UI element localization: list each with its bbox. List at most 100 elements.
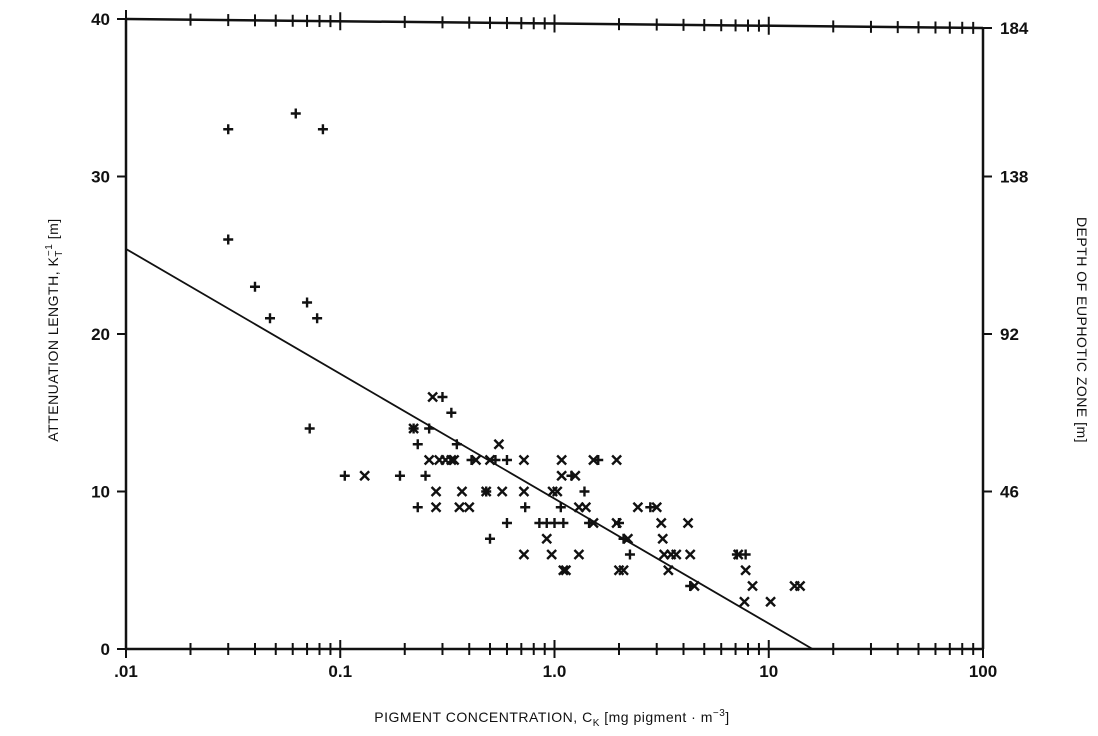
cross-marker-point: [682, 517, 694, 529]
y2-tick-label: 46: [1000, 483, 1019, 502]
cross-marker-point: [423, 454, 435, 466]
cross-marker-point: [445, 454, 457, 466]
cross-marker-point: [430, 501, 442, 513]
y-tick-label: 10: [91, 483, 110, 502]
y-tick-label: 0: [101, 640, 110, 659]
cross-marker-point: [740, 564, 751, 576]
cross-marker-point: [670, 549, 682, 560]
y2-tick-label: 92: [1000, 325, 1019, 344]
plus-marker-point: [412, 502, 423, 513]
plus-marker-point: [223, 234, 234, 245]
plus-marker-point: [412, 439, 423, 450]
cross-marker-point: [739, 596, 750, 608]
cross-marker-point: [689, 580, 700, 592]
y2-tick-label: 184: [1000, 19, 1029, 38]
y-tick-label: 20: [91, 325, 110, 344]
x-tick-label: 1.0: [543, 662, 567, 681]
tick-labels: .01 0.1 1.0 10 100 0 10 20 30 40 46 92 138 184: [91, 10, 1029, 681]
plus-marker-point: [339, 470, 350, 481]
plus-marker-point: [394, 470, 405, 481]
plus-marker-point: [579, 486, 590, 497]
y-tick-label: 30: [91, 168, 110, 187]
cross-marker-point: [496, 486, 508, 497]
plus-marker-point: [264, 313, 275, 324]
cross-marker-point: [765, 596, 776, 608]
cross-marker-point: [558, 564, 569, 576]
plus-marker-point: [249, 281, 260, 292]
plus-marker-point: [290, 108, 301, 119]
axis-ticks: [117, 10, 992, 658]
x-axis-label: PIGMENT CONCENTRATION, CK [mg pigment · …: [374, 708, 729, 729]
plus-marker-point: [558, 518, 569, 528]
cross-marker-point: [655, 517, 667, 529]
plus-marker-point: [501, 518, 512, 528]
cross-marker-point: [622, 533, 634, 545]
cross-marker-point: [580, 501, 592, 513]
plus-marker-point: [549, 518, 560, 528]
cross-marker-point: [588, 454, 599, 466]
plus-marker-point: [501, 455, 512, 465]
cross-marker-point: [480, 486, 492, 497]
plus-marker-point: [223, 124, 234, 135]
plus-marker-point: [312, 313, 323, 324]
plus-marker-point: [451, 439, 462, 450]
plus-marker-point: [424, 423, 435, 434]
cross-marker-point: [747, 580, 758, 592]
cross-marker-point: [573, 549, 585, 560]
plus-marker-point: [645, 502, 656, 513]
y2-axis-label: DEPTH OF EUPHOTIC ZONE [m]: [1074, 217, 1090, 443]
cross-marker-point: [632, 501, 644, 513]
cross-marker-point: [684, 549, 696, 560]
cross-marker-point: [560, 564, 572, 576]
plus-marker-point: [302, 297, 313, 308]
cross-marker-point: [618, 564, 629, 576]
plus-marker-point: [520, 502, 531, 513]
y2-tick-label: 138: [1000, 168, 1028, 187]
cross-marker-point: [556, 454, 568, 466]
cross-marker-point: [359, 470, 371, 482]
cross-marker-point: [732, 549, 744, 560]
plus-marker-point: [304, 423, 315, 434]
plus-marker-point: [317, 124, 328, 135]
plus-marker-point: [437, 392, 448, 402]
cross-marker-point: [456, 486, 468, 497]
cross-marker-point: [518, 486, 530, 497]
plot-frame: [124, 17, 985, 651]
cross-marker-point: [427, 391, 439, 403]
cross-marker-point: [493, 438, 505, 450]
cross-marker-point: [556, 470, 568, 482]
cross-marker-point: [408, 423, 419, 434]
cross-marker-point: [611, 517, 622, 529]
cross-marker-point: [463, 501, 475, 513]
cross-marker-point: [611, 454, 622, 466]
cross-marker-point: [663, 564, 674, 576]
cross-marker-point: [551, 486, 563, 497]
plus-marker-point: [446, 407, 457, 418]
plus-marker-point: [740, 549, 751, 560]
cross-marker-point: [470, 454, 482, 466]
cross-marker-point: [588, 517, 599, 529]
cross-marker-point: [657, 533, 669, 545]
x-tick-label: 0.1: [328, 662, 352, 681]
cross-marker-point: [518, 549, 530, 560]
cross-marker-point: [569, 470, 581, 482]
cross-marker-point: [430, 486, 442, 497]
cross-marker-point: [794, 580, 806, 592]
x-tick-label: .01: [114, 662, 138, 681]
cross-marker-point: [454, 501, 465, 513]
trendline: [125, 248, 813, 650]
plus-marker-point: [490, 455, 501, 465]
cross-marker-point: [546, 549, 558, 560]
trendline-group: [125, 248, 813, 650]
cross-marker-point: [541, 533, 553, 545]
y-axis-label: ATTENUATION LENGTH, KT−1 [m]: [44, 218, 65, 441]
plus-marker-point: [485, 533, 496, 544]
cross-marker-point: [484, 454, 496, 466]
x-tick-label: 10: [759, 662, 778, 681]
cross-marker-point: [518, 454, 530, 466]
plus-marker-point: [624, 549, 635, 560]
cross-marker-point: [651, 501, 663, 513]
cross-marker-point: [448, 454, 460, 466]
y-tick-label: 40: [91, 10, 110, 29]
